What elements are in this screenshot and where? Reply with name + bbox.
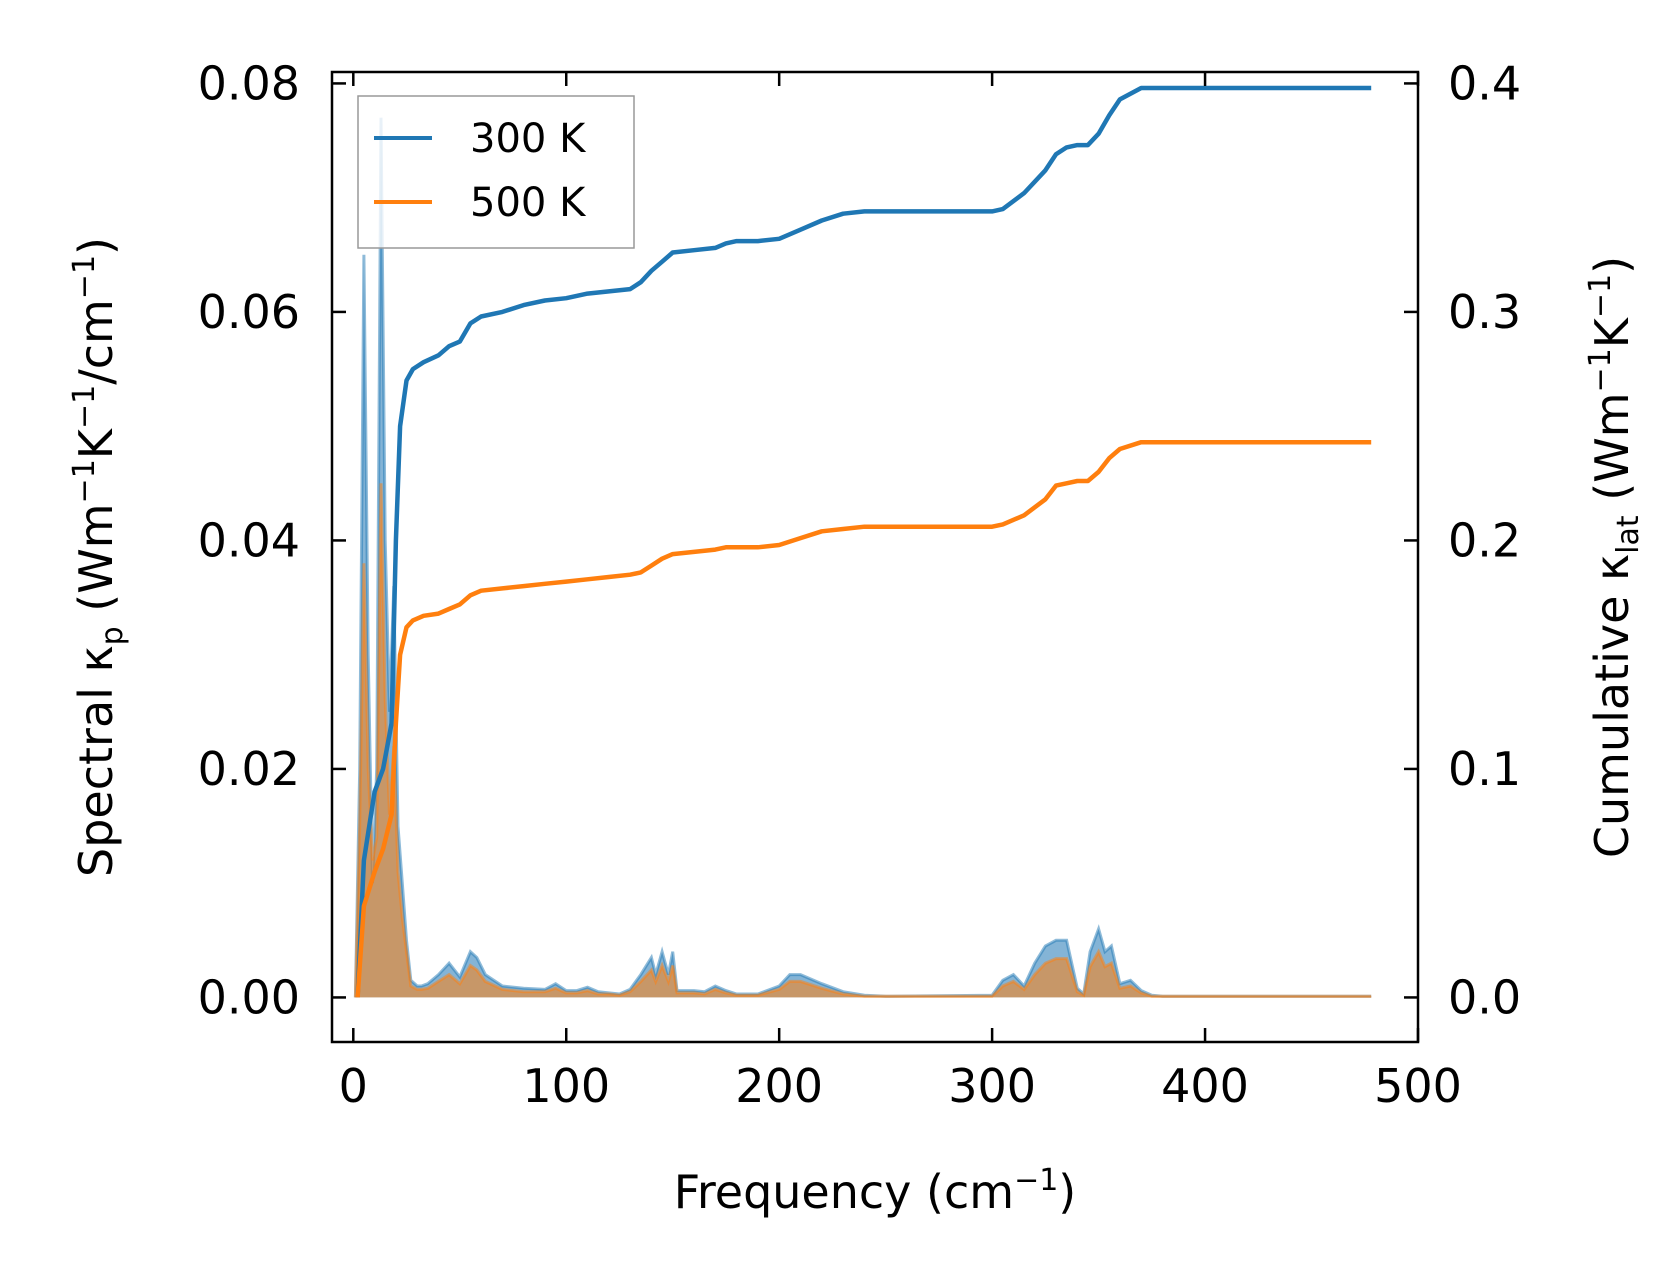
y-right-tick-label: 0.0 (1448, 970, 1521, 1024)
y-left-tick-label: 0.00 (198, 970, 300, 1024)
x-axis-label-end: ) (1058, 1165, 1076, 1219)
y-left-tick-label: 0.04 (198, 513, 300, 567)
y-left-label-part1: (Wm (69, 503, 123, 626)
y-right-label-main: Cumulative κ (1585, 554, 1639, 858)
series-lines (355, 85, 1372, 998)
cumulative-line-300k (355, 85, 1372, 998)
y-right-tick-label: 0.4 (1448, 56, 1521, 110)
y-left-label-sub: p (95, 626, 130, 645)
y-axis-left-label: Spectral κp (Wm−1K−1/cm−1) (67, 237, 130, 877)
y-left-label-part4: ) (69, 237, 123, 255)
x-tick-label: 400 (1161, 1059, 1249, 1113)
y-right-label-sup2: −1 (1583, 274, 1618, 318)
cumulative-line-500k (355, 439, 1372, 998)
x-tick-label: 300 (948, 1059, 1036, 1113)
spectral-fills (353, 117, 1372, 998)
y-right-label-part1: (Wm (1585, 392, 1639, 515)
y-right-label-part2: K (1585, 316, 1639, 348)
x-tick-label: 500 (1374, 1059, 1462, 1113)
axis-ticks: 0 100 200 300 400 500 0.00 0.02 0.04 0.06 0.08 0.0 0… (198, 56, 1522, 1113)
y-left-tick-label: 0.08 (198, 56, 300, 110)
y-right-tick-label: 0.3 (1448, 285, 1521, 339)
x-axis-label: Frequency (cm−1) (674, 1163, 1077, 1219)
x-axis-label-sup: −1 (1014, 1163, 1058, 1198)
legend-box (357, 95, 635, 249)
spectral-fill-300k (355, 117, 1372, 998)
y-left-tick-label: 0.06 (198, 285, 300, 339)
y-right-label-part3: ) (1585, 256, 1639, 274)
y-right-tick-label: 0.2 (1448, 513, 1521, 567)
y-left-label-part3: /cm (69, 299, 123, 385)
x-tick-label: 200 (735, 1059, 823, 1113)
y-right-label-sub: lat (1611, 515, 1646, 554)
x-tick-label: 0 (339, 1059, 368, 1113)
y-left-label-sup3: −1 (67, 255, 102, 299)
y-left-label-part2: K (69, 427, 123, 459)
y-left-tick-label: 0.02 (198, 742, 300, 796)
y-left-label-sup2: −1 (67, 385, 102, 429)
y-axis-right-label: Cumulative κlat (Wm−1K−1) (1583, 256, 1646, 858)
spectral-fill-500k (355, 483, 1372, 998)
x-tick-label: 100 (522, 1059, 610, 1113)
y-right-tick-label: 0.1 (1448, 742, 1521, 796)
y-left-label-main: Spectral κ (69, 645, 123, 877)
x-axis-label-main: Frequency (cm (674, 1165, 1014, 1219)
spectral-line-300k (353, 117, 1372, 998)
legend-label-300k: 300 K (470, 116, 587, 162)
y-left-label-sup1: −1 (67, 459, 102, 503)
y-right-label-sup1: −1 (1583, 348, 1618, 392)
spectral-line-500k (353, 483, 1372, 998)
plot-frame (330, 70, 1420, 1044)
legend: 300 K 500 K (357, 95, 635, 249)
legend-label-500k: 500 K (470, 180, 587, 226)
